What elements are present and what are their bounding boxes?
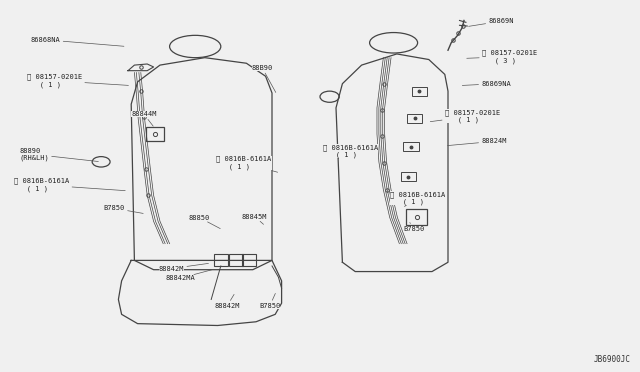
Text: 88824M: 88824M (447, 138, 507, 145)
Text: B7850: B7850 (403, 222, 424, 232)
Bar (214, 254, 228, 266)
Text: Ⓑ 0816B-6161A
   ( 1 ): Ⓑ 0816B-6161A ( 1 ) (323, 144, 378, 158)
Text: Ⓑ 0816B-6161A
   ( 1 ): Ⓑ 0816B-6161A ( 1 ) (390, 191, 445, 206)
Text: Ⓑ 0816B-6161A
   ( 1 ): Ⓑ 0816B-6161A ( 1 ) (216, 156, 278, 172)
Bar (403, 142, 419, 151)
Text: 88850: 88850 (189, 215, 220, 229)
Text: B7850: B7850 (259, 294, 280, 309)
Bar (401, 172, 416, 181)
Text: 86868NA: 86868NA (31, 37, 124, 46)
Bar (412, 87, 427, 96)
Text: Ⓑ 08157-0201E
   ( 1 ): Ⓑ 08157-0201E ( 1 ) (430, 109, 500, 123)
Text: 88842MA: 88842MA (165, 269, 214, 281)
Text: JB6900JC: JB6900JC (593, 355, 630, 364)
Bar (229, 254, 243, 266)
Bar (406, 209, 427, 225)
Text: 88842M: 88842M (159, 263, 209, 272)
Bar (242, 254, 256, 266)
Text: 88845M: 88845M (242, 214, 268, 224)
Text: Ⓑ 08157-0201E
   ( 3 ): Ⓑ 08157-0201E ( 3 ) (467, 49, 537, 64)
Text: Ⓑ 0816B-6161A
   ( 1 ): Ⓑ 0816B-6161A ( 1 ) (14, 178, 125, 192)
Text: 86869N: 86869N (468, 18, 514, 26)
Bar (407, 114, 422, 123)
Text: 88842M: 88842M (214, 294, 240, 309)
Text: 88844M: 88844M (131, 111, 157, 126)
Text: 88890
(RH&LH): 88890 (RH&LH) (19, 148, 99, 161)
Text: 88B90: 88B90 (252, 65, 276, 92)
Bar (146, 127, 164, 141)
Text: Ⓑ 08157-0201E
   ( 1 ): Ⓑ 08157-0201E ( 1 ) (27, 74, 129, 88)
Text: B7850: B7850 (104, 205, 143, 214)
Text: 86869NA: 86869NA (462, 81, 511, 87)
